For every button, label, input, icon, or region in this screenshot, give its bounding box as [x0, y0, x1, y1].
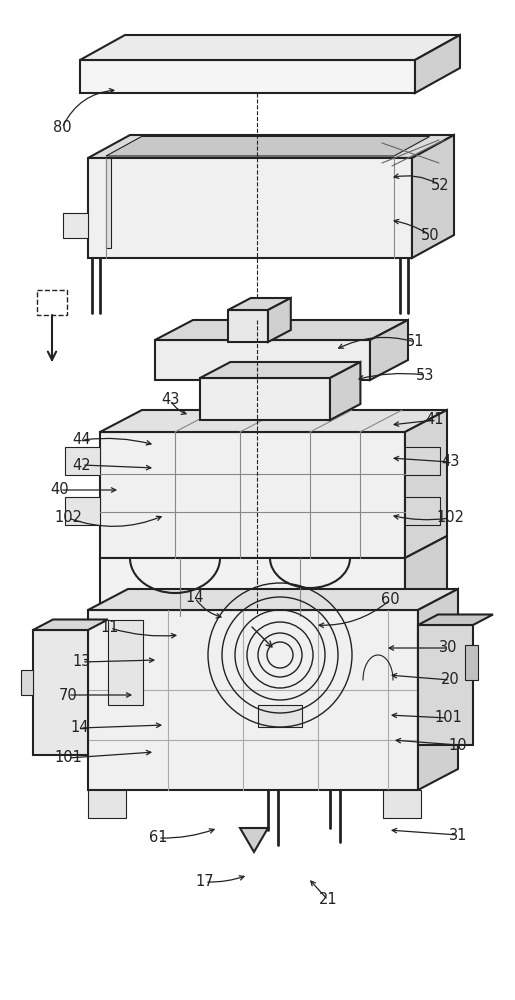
Polygon shape — [65, 447, 100, 475]
Polygon shape — [21, 670, 33, 695]
Text: 101: 101 — [54, 750, 82, 766]
Polygon shape — [33, 619, 108, 630]
Polygon shape — [418, 589, 458, 790]
Text: 101: 101 — [434, 710, 462, 726]
Polygon shape — [465, 645, 478, 680]
Polygon shape — [100, 558, 405, 616]
Polygon shape — [220, 616, 242, 646]
Polygon shape — [258, 705, 302, 727]
Text: 42: 42 — [73, 458, 91, 473]
Polygon shape — [268, 298, 291, 342]
Polygon shape — [106, 136, 430, 156]
Text: 80: 80 — [53, 120, 71, 135]
Polygon shape — [325, 616, 347, 646]
Polygon shape — [63, 213, 88, 238]
Polygon shape — [155, 340, 370, 380]
Text: 13: 13 — [73, 654, 91, 670]
Polygon shape — [80, 60, 415, 93]
Polygon shape — [418, 614, 493, 625]
Text: 50: 50 — [421, 228, 439, 242]
Text: 53: 53 — [416, 367, 434, 382]
Polygon shape — [240, 828, 268, 852]
Polygon shape — [155, 320, 408, 340]
Text: 60: 60 — [381, 592, 399, 607]
Polygon shape — [88, 790, 126, 818]
Polygon shape — [390, 616, 412, 646]
Polygon shape — [88, 158, 412, 258]
Polygon shape — [88, 610, 418, 790]
Text: 14: 14 — [71, 720, 89, 736]
Polygon shape — [405, 497, 440, 525]
Text: 102: 102 — [436, 510, 464, 526]
Polygon shape — [418, 625, 473, 745]
Text: 70: 70 — [59, 688, 77, 702]
Polygon shape — [100, 432, 405, 558]
Polygon shape — [200, 362, 360, 378]
Text: 52: 52 — [431, 178, 449, 192]
Polygon shape — [405, 447, 440, 475]
Polygon shape — [370, 320, 408, 380]
Polygon shape — [383, 790, 421, 818]
Polygon shape — [106, 158, 111, 248]
Text: 40: 40 — [50, 483, 70, 497]
Text: 43: 43 — [441, 454, 459, 470]
Text: 43: 43 — [161, 392, 179, 408]
Polygon shape — [108, 620, 143, 705]
Polygon shape — [100, 410, 447, 432]
Polygon shape — [228, 310, 268, 342]
Polygon shape — [412, 135, 454, 258]
Polygon shape — [33, 630, 88, 755]
Polygon shape — [65, 497, 100, 525]
Polygon shape — [115, 616, 137, 646]
Text: 14: 14 — [186, 590, 204, 605]
Polygon shape — [200, 378, 330, 420]
Polygon shape — [80, 35, 460, 60]
Text: 41: 41 — [426, 412, 444, 428]
Text: 20: 20 — [441, 672, 459, 688]
Text: 21: 21 — [319, 892, 337, 908]
Polygon shape — [330, 362, 360, 420]
Polygon shape — [88, 589, 458, 610]
Text: 102: 102 — [54, 510, 82, 526]
Text: 17: 17 — [196, 874, 214, 890]
Text: 61: 61 — [149, 830, 167, 846]
Text: 10: 10 — [449, 738, 467, 752]
Polygon shape — [405, 536, 447, 616]
Polygon shape — [228, 298, 291, 310]
Text: 11: 11 — [101, 620, 119, 636]
Polygon shape — [88, 135, 454, 158]
Text: 31: 31 — [449, 828, 467, 842]
Polygon shape — [415, 35, 460, 93]
Text: 51: 51 — [406, 334, 424, 350]
Text: 30: 30 — [439, 641, 457, 656]
Polygon shape — [405, 410, 447, 558]
Text: 44: 44 — [73, 432, 91, 448]
